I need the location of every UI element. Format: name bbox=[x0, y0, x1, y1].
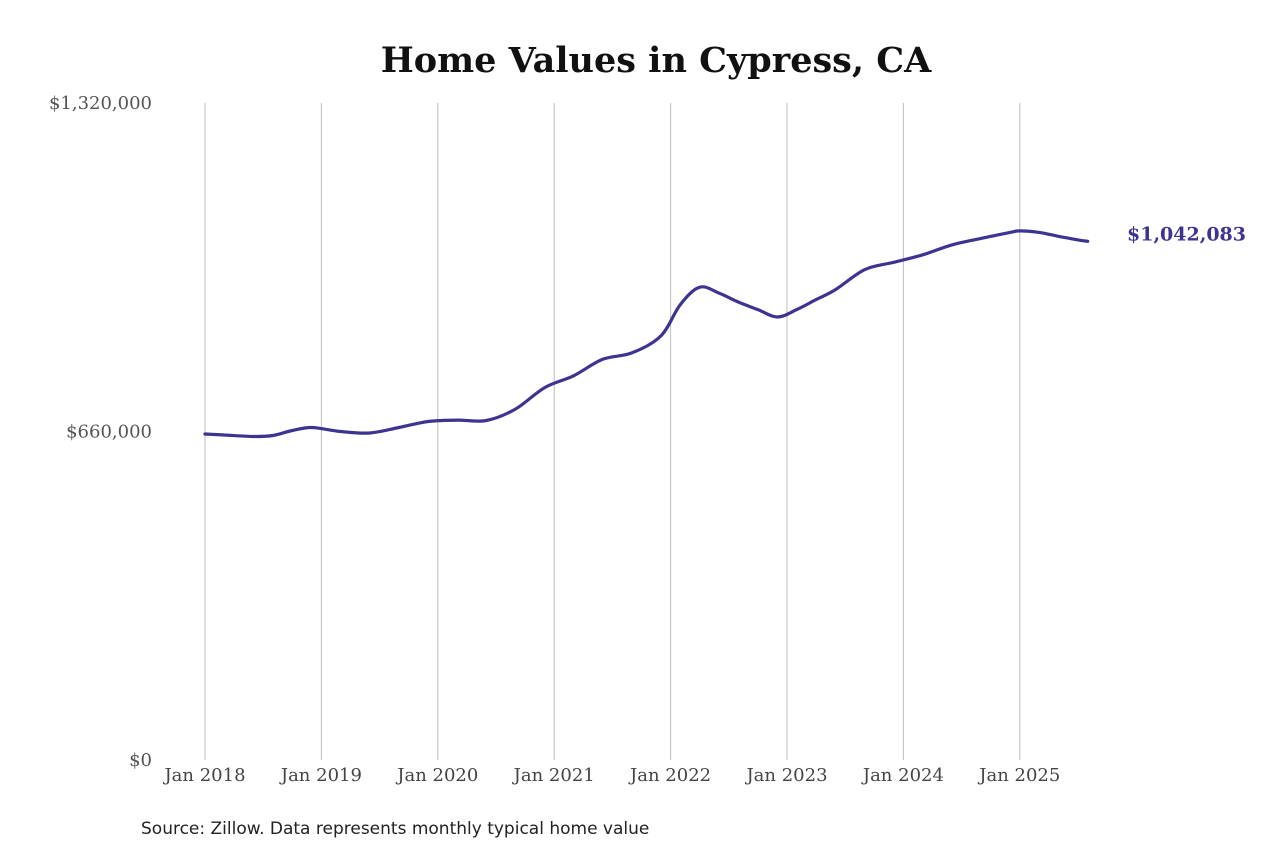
y-tick-label: $1,320,000 bbox=[49, 93, 152, 114]
x-tick-label: Jan 2024 bbox=[861, 765, 944, 786]
y-tick-label: $660,000 bbox=[66, 422, 152, 443]
gridlines bbox=[204, 103, 1021, 760]
x-tick-label: Jan 2018 bbox=[162, 765, 245, 786]
x-tick-label: Jan 2021 bbox=[512, 765, 595, 786]
y-tick-label: $0 bbox=[129, 750, 152, 771]
source-note: Source: Zillow. Data represents monthly … bbox=[141, 819, 649, 839]
x-tick-label: Jan 2022 bbox=[628, 765, 711, 786]
chart-title: Home Values in Cypress, CA bbox=[381, 40, 932, 81]
x-tick-label: Jan 2020 bbox=[395, 765, 478, 786]
x-tick-label: Jan 2023 bbox=[744, 765, 827, 786]
y-axis-ticks: $0 $660,000 $1,320,000 bbox=[49, 93, 152, 771]
x-tick-label: Jan 2019 bbox=[279, 765, 362, 786]
end-value-label: $1,042,083 bbox=[1127, 223, 1246, 245]
x-tick-label: Jan 2025 bbox=[977, 765, 1060, 786]
series-line-home-value bbox=[203, 229, 1090, 439]
x-axis-ticks: Jan 2018 Jan 2019 Jan 2020 Jan 2021 Jan 2022… bbox=[162, 765, 1060, 786]
